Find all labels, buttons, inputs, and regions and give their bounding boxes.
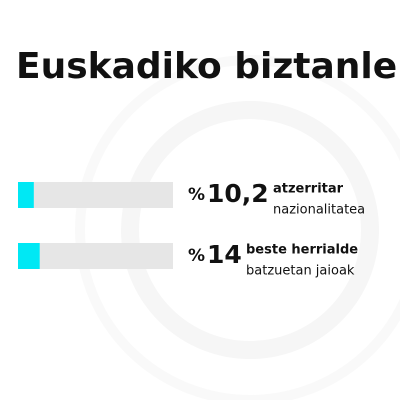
bar bbox=[18, 182, 34, 208]
bar-track bbox=[18, 243, 173, 269]
background-ring bbox=[121, 101, 379, 359]
background-ring bbox=[75, 55, 400, 400]
unit-label: % bbox=[188, 185, 205, 205]
category-label: beste herrialde bbox=[246, 243, 358, 258]
value-label: 14 bbox=[207, 240, 242, 269]
category-sublabel: nazionalitatea bbox=[273, 203, 365, 218]
category-label: atzerritar bbox=[273, 182, 344, 197]
unit-label: % bbox=[188, 246, 205, 266]
category-sublabel: batzuetan jaioak bbox=[246, 264, 355, 279]
bar bbox=[18, 243, 40, 269]
bar-track bbox=[18, 182, 173, 208]
chart-title: Euskadiko biztanleria bbox=[16, 46, 400, 87]
value-label: 10,2 bbox=[207, 179, 269, 208]
